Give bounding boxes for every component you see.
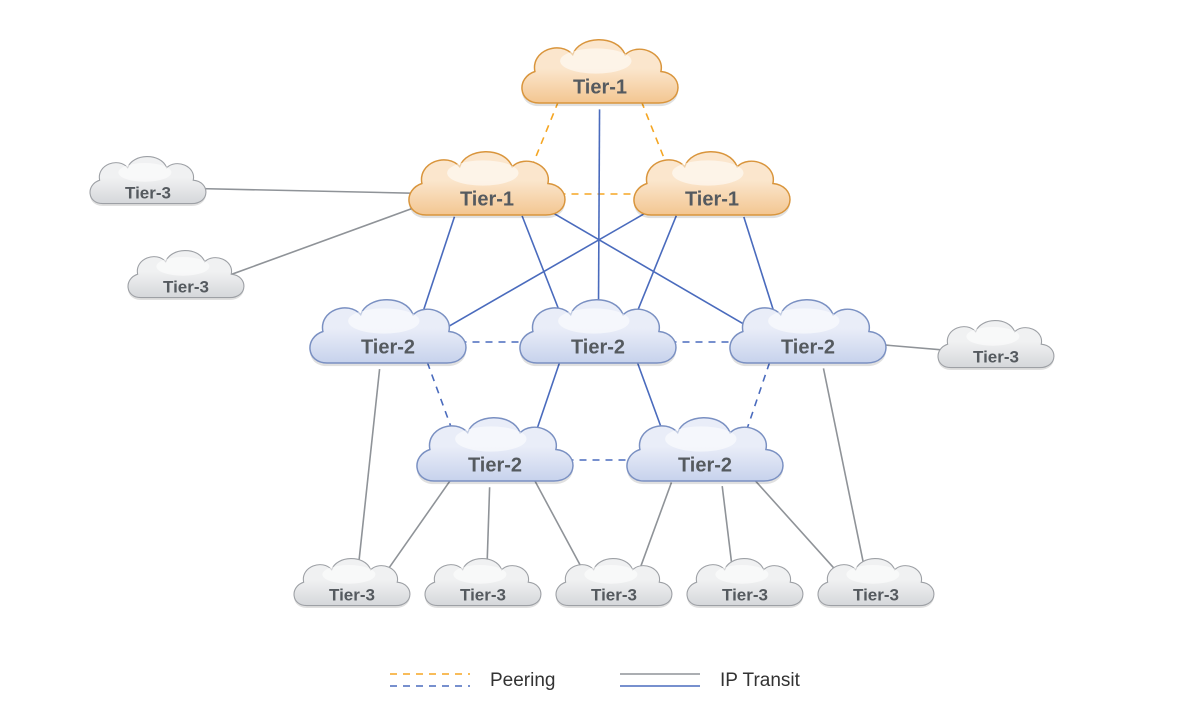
transit-edge <box>421 217 455 320</box>
node-label: Tier-1 <box>573 76 627 98</box>
node-label: Tier-3 <box>591 585 637 604</box>
transit-edge <box>634 216 677 321</box>
transit-edge <box>191 188 429 193</box>
node-label: Tier-1 <box>685 188 739 210</box>
transit-edge <box>384 478 452 575</box>
node-label: Tier-3 <box>853 585 899 604</box>
transit-edge <box>744 217 776 319</box>
node-label: Tier-2 <box>678 454 732 476</box>
node-label: Tier-3 <box>973 347 1019 366</box>
transit-edge <box>534 480 585 574</box>
node-label: Tier-3 <box>125 183 171 202</box>
transit-edge <box>227 202 431 276</box>
node-label: Tier-3 <box>163 277 209 296</box>
node-label: Tier-1 <box>460 188 514 210</box>
transit-edge <box>522 216 563 320</box>
node-label: Tier-2 <box>468 454 522 476</box>
node-label: Tier-3 <box>329 585 375 604</box>
legend-label: IP Transit <box>720 670 801 691</box>
network-diagram: Tier-1 Tier-1 Tier-1 Tier-2 Tier-2 Tier-2 Tier… <box>0 0 1200 727</box>
transit-edge <box>487 487 490 568</box>
node-label: Tier-2 <box>571 336 625 358</box>
transit-edge <box>722 486 732 569</box>
transit-edge <box>639 482 672 572</box>
node-label: Tier-3 <box>460 585 506 604</box>
transit-edge <box>823 368 864 569</box>
transit-edge <box>598 109 599 314</box>
node-label: Tier-2 <box>361 336 415 358</box>
transit-edge <box>752 477 842 577</box>
transit-edge <box>358 369 379 569</box>
node-label: Tier-3 <box>722 585 768 604</box>
legend-label: Peering <box>490 670 556 691</box>
node-label: Tier-2 <box>781 336 835 358</box>
